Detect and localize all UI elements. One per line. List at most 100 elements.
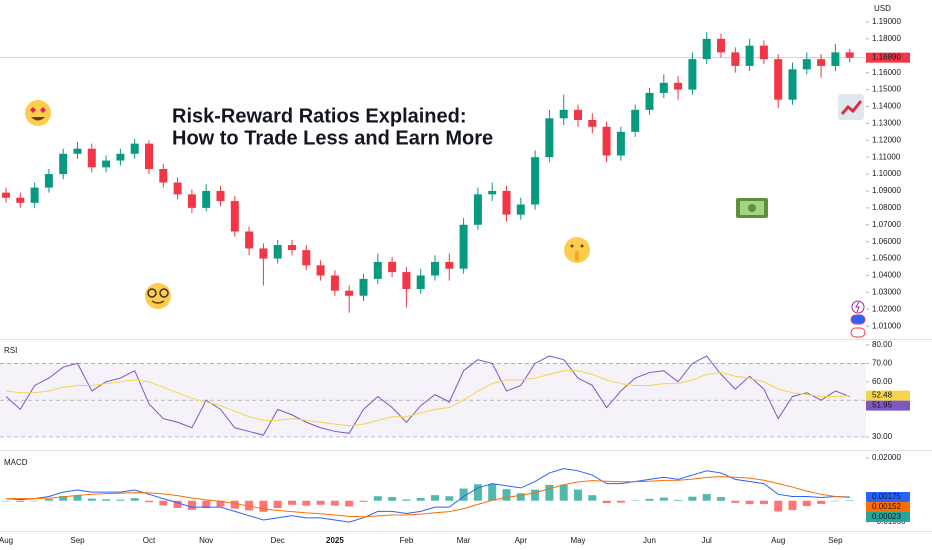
candle-body <box>216 190 225 202</box>
histogram-bar <box>159 500 168 506</box>
x-tick-label: May <box>570 536 585 545</box>
y-tick-label: 1.11000 <box>872 152 901 161</box>
y-tick-label: 1.10000 <box>872 169 901 178</box>
histogram-bar <box>845 500 854 501</box>
value-box <box>866 390 910 401</box>
candle-body <box>717 38 725 53</box>
histogram-bar <box>717 497 725 501</box>
candle-body <box>473 194 482 225</box>
histogram-bar <box>273 500 282 508</box>
y-tick-label: 70.00 <box>872 358 893 367</box>
candle-body <box>302 250 311 266</box>
emoji-chart <box>838 94 864 120</box>
last-price-box <box>866 52 910 63</box>
histogram-bar <box>473 484 482 501</box>
y-tick-label: 1.12000 <box>872 135 901 144</box>
histogram-bar <box>674 499 683 501</box>
emoji-money <box>736 198 768 218</box>
histogram-bar <box>574 489 582 501</box>
value-box <box>866 491 910 502</box>
histogram-bar <box>631 500 640 502</box>
histogram-bar <box>774 500 783 512</box>
series-line <box>6 476 850 518</box>
value-label: 0.00023 <box>872 512 901 521</box>
panel-title: MACD <box>4 458 28 467</box>
candle-body <box>788 69 797 100</box>
candle-body <box>73 148 82 154</box>
y-tick-label: 1.13000 <box>872 118 901 127</box>
candle-body <box>159 169 168 183</box>
candle-body <box>273 245 282 259</box>
candle-body <box>187 194 196 208</box>
candle-body <box>502 190 511 215</box>
x-tick-label: Mar <box>457 536 471 545</box>
histogram-bar <box>87 498 96 501</box>
value-label: 0.00152 <box>872 502 901 511</box>
candle-body <box>288 245 296 251</box>
histogram-bar <box>488 484 497 501</box>
candle-body <box>245 231 254 249</box>
candle-body <box>30 187 39 203</box>
histogram-bar <box>288 500 296 505</box>
candle-body <box>774 59 783 100</box>
y-tick-label: 1.04000 <box>872 271 901 280</box>
x-tick-label: 2025 <box>326 536 344 545</box>
histogram-bar <box>359 500 368 502</box>
x-tick-label: Feb <box>400 536 414 545</box>
candle-body <box>731 52 740 66</box>
candle-body <box>631 109 640 132</box>
histogram-bar <box>16 500 25 502</box>
histogram-bar <box>702 494 711 501</box>
histogram-bar <box>602 500 611 504</box>
y-tick-label: 80.00 <box>872 340 893 349</box>
candle-body <box>845 52 854 58</box>
candle-body <box>2 192 10 198</box>
histogram-bar <box>259 500 268 512</box>
candle-body <box>659 82 668 93</box>
candle-body <box>574 109 582 120</box>
histogram-bar <box>659 497 668 501</box>
histogram-bar <box>302 500 311 506</box>
histogram-bar <box>73 495 82 501</box>
y-tick-label: 30.00 <box>872 432 893 441</box>
histogram-bar <box>402 499 411 501</box>
histogram-bar <box>216 500 225 507</box>
candle-body <box>345 290 354 296</box>
histogram-bar <box>616 500 625 503</box>
value-label: 52.48 <box>872 391 893 400</box>
candle-body <box>802 59 811 70</box>
candle-body <box>359 278 368 296</box>
candle-body <box>416 275 425 289</box>
value-box <box>866 400 910 411</box>
candle-body <box>445 261 454 269</box>
chart-title: How to Trade Less and Earn More <box>172 127 493 149</box>
candle-body <box>44 174 53 188</box>
candle-body <box>116 153 125 161</box>
series-line <box>5 370 850 427</box>
emoji-shush <box>564 237 590 263</box>
histogram-bar <box>431 495 439 501</box>
candle-body <box>545 118 554 158</box>
candle-body <box>588 119 597 127</box>
histogram-bar <box>817 500 826 504</box>
histogram-bar <box>802 500 811 507</box>
chart-title: Risk-Reward Ratios Explained: <box>172 105 467 127</box>
y-tick-label: 1.09000 <box>872 186 901 195</box>
histogram-bar <box>416 497 425 501</box>
histogram-bar <box>688 496 697 501</box>
candle-body <box>431 261 439 276</box>
candle-body <box>373 261 382 279</box>
candle-body <box>59 153 68 175</box>
histogram-bar <box>2 500 10 502</box>
x-tick-label: Aug <box>0 536 13 545</box>
value-label: 0.00175 <box>872 492 901 501</box>
histogram-bar <box>202 500 211 508</box>
series-line <box>5 468 850 523</box>
histogram-bar <box>330 500 339 506</box>
candle-body <box>130 143 139 154</box>
currency: USD <box>874 4 891 13</box>
last-price-label: 1.16890 <box>872 53 901 62</box>
x-tick-label: Apr <box>515 536 528 545</box>
histogram-bar <box>731 500 740 503</box>
